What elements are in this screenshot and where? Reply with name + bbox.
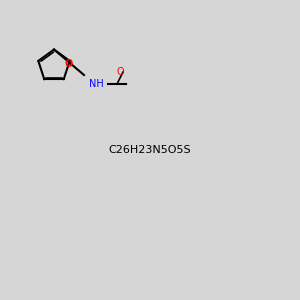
Text: NH: NH xyxy=(88,79,104,89)
Text: O: O xyxy=(116,67,124,77)
Text: O: O xyxy=(64,59,72,69)
Text: C26H23N5O5S: C26H23N5O5S xyxy=(109,145,191,155)
